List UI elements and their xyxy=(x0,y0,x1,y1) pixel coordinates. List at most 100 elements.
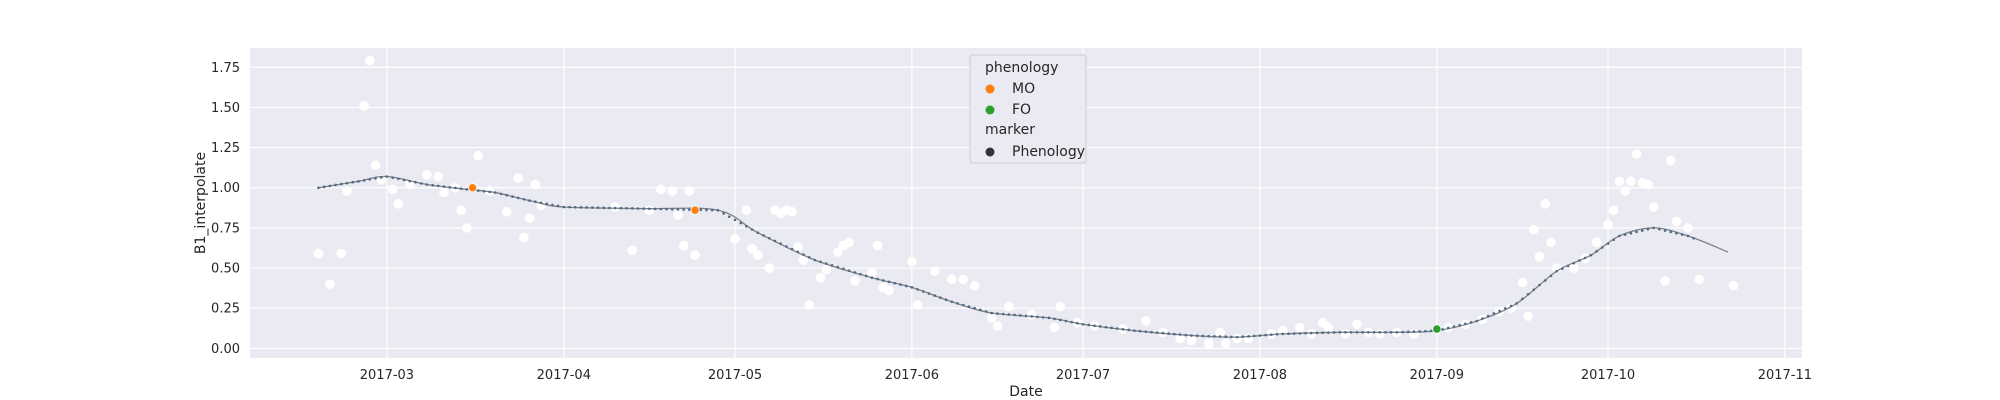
smoothed-point xyxy=(328,184,332,188)
smoothed-point xyxy=(1578,259,1581,262)
observation-point xyxy=(530,179,541,190)
smoothed-point xyxy=(904,284,908,288)
smoothed-point xyxy=(488,190,491,194)
observation-point xyxy=(1517,277,1528,288)
observation-point xyxy=(1004,301,1014,312)
smoothed-point xyxy=(1498,309,1501,313)
y-tick-label: 0.00 xyxy=(211,342,240,357)
observation-point xyxy=(678,240,689,251)
smoothed-point xyxy=(933,294,937,297)
observation-point xyxy=(1340,329,1351,339)
smoothed-point xyxy=(779,242,782,245)
smoothed-point xyxy=(1110,326,1113,330)
smoothed-point xyxy=(579,206,583,209)
smoothed-point xyxy=(1515,302,1519,305)
smoothed-point xyxy=(893,281,897,285)
smoothed-point xyxy=(1133,329,1136,332)
smoothed-point xyxy=(1007,313,1011,316)
observation-point xyxy=(656,184,666,195)
smoothed-point xyxy=(1481,317,1484,320)
observation-point xyxy=(929,266,940,277)
smoothed-point xyxy=(379,176,383,179)
observation-point xyxy=(1203,338,1214,349)
observation-point xyxy=(1591,237,1602,248)
smoothed-point xyxy=(551,203,554,207)
phenology-point-fo xyxy=(1432,324,1442,334)
smoothed-point xyxy=(836,265,840,269)
smoothed-point xyxy=(670,207,674,211)
observation-point xyxy=(422,170,432,180)
smoothed-point xyxy=(899,283,902,286)
smoothed-point xyxy=(785,245,788,248)
smoothed-point xyxy=(528,199,531,202)
smoothed-point xyxy=(1606,242,1610,245)
observation-point xyxy=(1620,186,1630,196)
phenology-point-mo xyxy=(690,205,700,215)
observation-point xyxy=(832,247,843,257)
legend-mo-marker xyxy=(985,84,995,94)
smoothed-point xyxy=(1669,230,1673,234)
observation-point xyxy=(1568,263,1579,273)
smoothed-point xyxy=(1127,328,1131,332)
smoothed-point xyxy=(385,175,389,178)
smoothed-point xyxy=(1207,334,1210,338)
observation-point xyxy=(433,171,444,182)
observation-point xyxy=(513,173,523,183)
smoothed-point xyxy=(1378,331,1382,334)
smoothed-point xyxy=(1281,332,1285,336)
smoothed-point xyxy=(402,178,406,182)
smoothed-point xyxy=(419,182,423,185)
observation-point xyxy=(473,150,484,161)
smoothed-point xyxy=(1218,335,1222,338)
observation-point xyxy=(850,276,860,286)
x-tick-labels: 2017-03 2017-04 2017-05 2017-06 2017-07 2017-… xyxy=(360,368,1812,383)
smoothed-point xyxy=(1361,331,1364,334)
smoothed-point xyxy=(1275,333,1279,336)
smoothed-point xyxy=(1081,322,1085,326)
observation-point xyxy=(1631,149,1642,159)
smoothed-point xyxy=(1680,233,1684,236)
smoothed-point xyxy=(1406,330,1410,334)
smoothed-point xyxy=(1595,250,1598,253)
smoothed-point xyxy=(956,302,959,305)
smoothed-point xyxy=(1030,315,1034,318)
smoothed-point xyxy=(568,205,571,209)
phenology-point-mo xyxy=(467,183,478,193)
smoothed-point xyxy=(648,207,651,211)
observation-point xyxy=(1352,319,1362,330)
observation-points xyxy=(313,56,1739,349)
smoothed-point xyxy=(1612,238,1616,242)
smoothed-point xyxy=(1093,324,1096,327)
observation-point xyxy=(986,313,997,323)
smoothed-point xyxy=(870,276,874,279)
smoothed-point xyxy=(397,177,400,181)
smoothed-point xyxy=(556,204,560,208)
smoothed-point xyxy=(1401,330,1404,334)
smoothed-point xyxy=(802,253,805,256)
smoothed-point xyxy=(482,189,486,193)
observation-point xyxy=(815,272,826,283)
observation-point xyxy=(730,234,740,244)
smoothed-point xyxy=(1098,325,1102,328)
smoothed-point xyxy=(910,286,914,289)
smoothed-point xyxy=(431,183,434,187)
smoothed-point xyxy=(1041,316,1045,319)
smoothed-point xyxy=(750,228,754,231)
smoothed-point xyxy=(887,280,891,284)
observation-point xyxy=(462,223,472,233)
smoothed-point xyxy=(1144,330,1148,333)
smoothed-point xyxy=(1538,283,1541,287)
smoothed-point xyxy=(796,250,800,254)
observation-point xyxy=(1626,176,1636,187)
smoothed-point xyxy=(944,298,948,302)
smoothed-point xyxy=(1264,333,1267,337)
smoothed-point xyxy=(511,195,514,198)
smoothed-point xyxy=(1184,333,1188,337)
smoothed-point xyxy=(345,181,349,185)
legend-box xyxy=(969,54,1087,164)
observation-point xyxy=(884,285,894,296)
smoothed-point xyxy=(1572,261,1576,265)
smoothed-point xyxy=(1327,331,1330,334)
observation-point xyxy=(1540,199,1551,209)
